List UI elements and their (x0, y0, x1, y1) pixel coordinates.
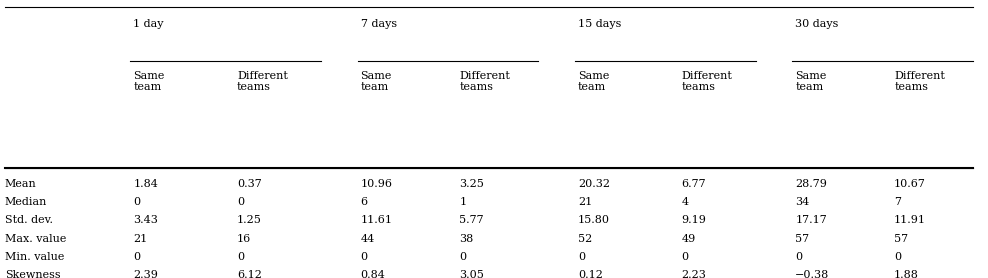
Text: 30 days: 30 days (795, 19, 839, 29)
Text: Different
teams: Different teams (894, 71, 945, 93)
Text: 21: 21 (133, 234, 147, 244)
Text: 0: 0 (237, 252, 244, 262)
Text: 11.91: 11.91 (894, 215, 926, 225)
Text: 0: 0 (133, 252, 140, 262)
Text: 6: 6 (361, 197, 368, 207)
Text: 7: 7 (894, 197, 901, 207)
Text: 49: 49 (682, 234, 696, 244)
Text: 6.12: 6.12 (237, 270, 262, 278)
Text: 17.17: 17.17 (795, 215, 827, 225)
Text: 7 days: 7 days (361, 19, 397, 29)
Text: 9.19: 9.19 (682, 215, 706, 225)
Text: 1: 1 (459, 197, 466, 207)
Text: 1.25: 1.25 (237, 215, 262, 225)
Text: 0.84: 0.84 (361, 270, 385, 278)
Text: 1 day: 1 day (133, 19, 164, 29)
Text: Min. value: Min. value (5, 252, 64, 262)
Text: 10.67: 10.67 (894, 179, 926, 189)
Text: 4: 4 (682, 197, 689, 207)
Text: 1.88: 1.88 (894, 270, 919, 278)
Text: 10.96: 10.96 (361, 179, 392, 189)
Text: 3.43: 3.43 (133, 215, 158, 225)
Text: 38: 38 (459, 234, 473, 244)
Text: Different
teams: Different teams (459, 71, 510, 93)
Text: 15.80: 15.80 (578, 215, 610, 225)
Text: Same
team: Same team (795, 71, 827, 93)
Text: 0.37: 0.37 (237, 179, 262, 189)
Text: 28.79: 28.79 (795, 179, 827, 189)
Text: 0: 0 (237, 197, 244, 207)
Text: 0: 0 (361, 252, 368, 262)
Text: 2.39: 2.39 (133, 270, 158, 278)
Text: 57: 57 (795, 234, 809, 244)
Text: Same
team: Same team (578, 71, 610, 93)
Text: 3.25: 3.25 (459, 179, 484, 189)
Text: 0: 0 (133, 197, 140, 207)
Text: 0: 0 (578, 252, 585, 262)
Text: 15 days: 15 days (578, 19, 621, 29)
Text: 5.77: 5.77 (459, 215, 484, 225)
Text: Median: Median (5, 197, 47, 207)
Text: 6.77: 6.77 (682, 179, 706, 189)
Text: Same
team: Same team (133, 71, 165, 93)
Text: Skewness: Skewness (5, 270, 60, 278)
Text: Std. dev.: Std. dev. (5, 215, 53, 225)
Text: Max. value: Max. value (5, 234, 66, 244)
Text: 52: 52 (578, 234, 592, 244)
Text: 57: 57 (894, 234, 908, 244)
Text: 16: 16 (237, 234, 251, 244)
Text: 20.32: 20.32 (578, 179, 610, 189)
Text: Different
teams: Different teams (237, 71, 288, 93)
Text: Mean: Mean (5, 179, 37, 189)
Text: 0: 0 (894, 252, 901, 262)
Text: 3.05: 3.05 (459, 270, 484, 278)
Text: 44: 44 (361, 234, 374, 244)
Text: 0: 0 (795, 252, 802, 262)
Text: 0: 0 (459, 252, 466, 262)
Text: 11.61: 11.61 (361, 215, 392, 225)
Text: −0.38: −0.38 (795, 270, 830, 278)
Text: 1.84: 1.84 (133, 179, 158, 189)
Text: 0: 0 (682, 252, 689, 262)
Text: 0.12: 0.12 (578, 270, 603, 278)
Text: 21: 21 (578, 197, 592, 207)
Text: Different
teams: Different teams (682, 71, 732, 93)
Text: 2.23: 2.23 (682, 270, 706, 278)
Text: Same
team: Same team (361, 71, 392, 93)
Text: 34: 34 (795, 197, 809, 207)
